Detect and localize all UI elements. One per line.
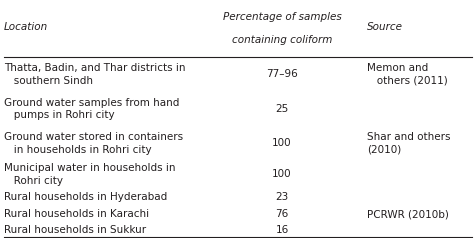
Text: Ground water samples from hand
   pumps in Rohri city: Ground water samples from hand pumps in … [4, 98, 179, 120]
Text: Shar and others
(2010): Shar and others (2010) [367, 132, 451, 155]
Text: Thatta, Badin, and Thar districts in
   southern Sindh: Thatta, Badin, and Thar districts in sou… [4, 63, 185, 86]
Text: 25: 25 [275, 104, 289, 114]
Text: 23: 23 [275, 192, 289, 202]
Text: Municipal water in households in
   Rohri city: Municipal water in households in Rohri c… [4, 163, 175, 186]
Text: PCRWR (2010b): PCRWR (2010b) [367, 209, 449, 219]
Text: Ground water stored in containers
   in households in Rohri city: Ground water stored in containers in hou… [4, 132, 183, 155]
Text: Location: Location [4, 22, 48, 32]
Text: containing coliform: containing coliform [232, 35, 332, 45]
Text: Rural households in Karachi: Rural households in Karachi [4, 209, 149, 219]
Text: Percentage of samples: Percentage of samples [223, 12, 341, 22]
Text: 77–96: 77–96 [266, 69, 298, 79]
Text: 16: 16 [275, 225, 289, 235]
Text: Memon and
   others (2011): Memon and others (2011) [367, 63, 448, 86]
Text: Rural households in Sukkur: Rural households in Sukkur [4, 225, 146, 235]
Text: Source: Source [367, 22, 403, 32]
Text: 100: 100 [272, 138, 292, 149]
Text: Rural households in Hyderabad: Rural households in Hyderabad [4, 192, 167, 202]
Text: 100: 100 [272, 169, 292, 179]
Text: 76: 76 [275, 209, 289, 219]
